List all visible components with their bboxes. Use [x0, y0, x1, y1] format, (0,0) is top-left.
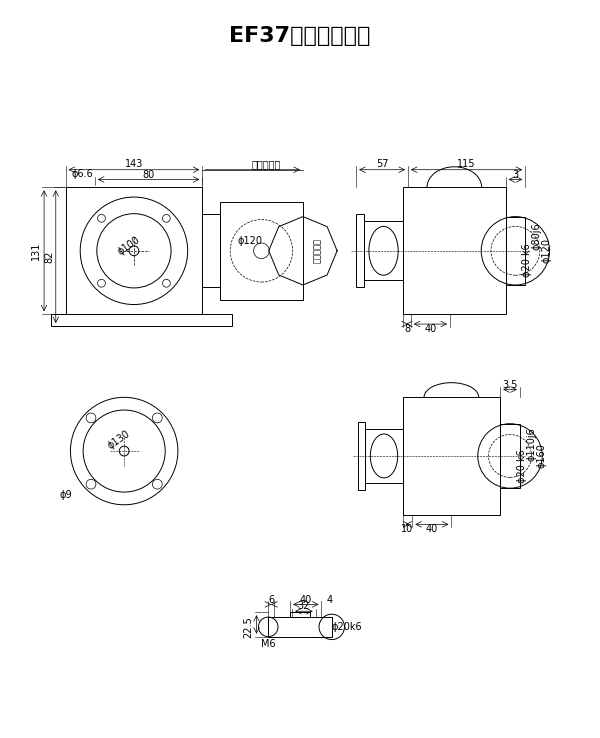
Bar — [202, 214, 220, 287]
Text: 按电机尺寸: 按电机尺寸 — [313, 238, 322, 263]
Bar — [358, 421, 365, 490]
Text: 10: 10 — [401, 524, 413, 534]
Text: 32: 32 — [298, 601, 310, 611]
Text: 143: 143 — [125, 159, 143, 169]
Text: ϕ160: ϕ160 — [536, 444, 546, 469]
Text: ϕ20 k6: ϕ20 k6 — [517, 449, 527, 483]
Bar — [356, 214, 364, 287]
Bar — [268, 617, 332, 637]
Text: ϕ100: ϕ100 — [116, 235, 142, 257]
Bar — [500, 424, 520, 488]
Text: 6: 6 — [268, 595, 274, 604]
Text: 82: 82 — [44, 250, 54, 263]
Text: ϕ20k6: ϕ20k6 — [331, 622, 362, 632]
Text: 3: 3 — [512, 170, 518, 179]
Text: 4: 4 — [326, 595, 332, 604]
Text: 3.5: 3.5 — [502, 379, 518, 390]
Text: ϕ9: ϕ9 — [59, 490, 72, 500]
Bar — [220, 202, 303, 300]
Bar — [51, 314, 232, 326]
Text: 22.5: 22.5 — [244, 616, 254, 638]
Text: ϕ80j6: ϕ80j6 — [532, 222, 542, 250]
Text: 57: 57 — [376, 159, 388, 169]
Text: ϕ110j6: ϕ110j6 — [527, 427, 536, 461]
Text: 40: 40 — [300, 595, 312, 604]
Text: ϕ6.6: ϕ6.6 — [71, 168, 93, 179]
Text: 40: 40 — [426, 524, 438, 534]
Text: ϕ120: ϕ120 — [542, 238, 551, 263]
Text: 8: 8 — [404, 324, 410, 334]
Text: 115: 115 — [457, 159, 476, 169]
Text: ϕ20 k6: ϕ20 k6 — [522, 244, 532, 277]
Text: ϕ120: ϕ120 — [237, 236, 262, 246]
Text: EF37外形安装尺寸: EF37外形安装尺寸 — [229, 26, 371, 46]
Text: 131: 131 — [31, 241, 41, 260]
Text: 80: 80 — [142, 170, 155, 179]
Bar — [506, 217, 525, 285]
Text: ϕ130: ϕ130 — [106, 428, 133, 451]
Text: 按电机尺寸: 按电机尺寸 — [251, 159, 281, 169]
Bar — [403, 397, 500, 514]
Bar — [65, 187, 202, 314]
Text: M6: M6 — [261, 639, 275, 649]
Bar — [365, 429, 403, 483]
Bar — [403, 187, 506, 314]
Text: 40: 40 — [424, 324, 437, 334]
Bar — [364, 221, 403, 280]
Bar — [290, 613, 310, 617]
